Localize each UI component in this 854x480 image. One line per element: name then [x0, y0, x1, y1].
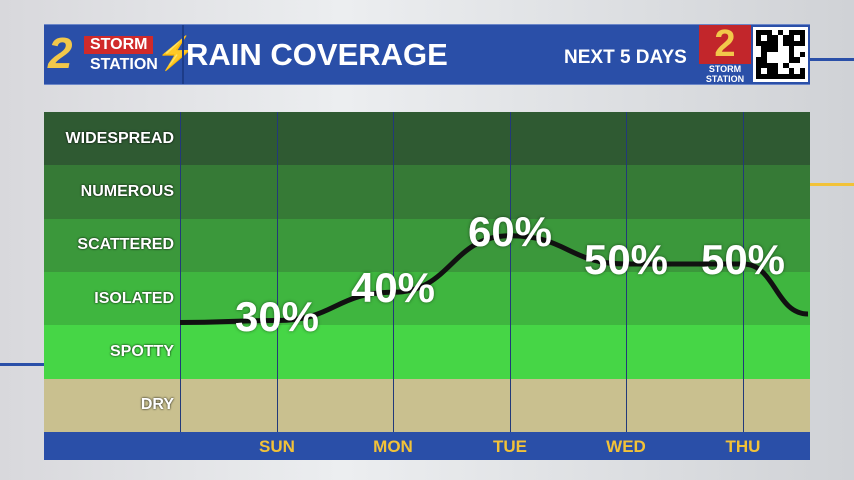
y-label: ISOLATED: [94, 289, 174, 307]
row-numerous: NUMEROUS: [44, 165, 810, 219]
x-tick-label: SUN: [259, 437, 295, 456]
y-label: DRY: [140, 396, 174, 414]
badge-text: STORM STATION: [699, 64, 751, 84]
chart-area: WIDESPREAD NUMEROUS SCATTERED ISOLATED SPOTT…: [44, 112, 810, 460]
logo-number: 2: [48, 29, 73, 78]
row-spotty: SPOTTY: [44, 325, 810, 379]
header-bar: 2 STORM STATION ⚡ RAIN COVERAGE NEXT 5 D…: [44, 24, 810, 85]
y-label: WIDESPREAD: [65, 129, 174, 147]
grid-line: [277, 112, 278, 460]
data-label: 30%: [234, 292, 320, 340]
y-label: SCATTERED: [77, 236, 174, 254]
x-tick-label: MON: [373, 437, 413, 456]
coverage-line: [179, 233, 809, 326]
station-badge: 2 STORM STATION: [699, 25, 751, 84]
chart-svg: [179, 233, 809, 326]
data-label: 60%: [467, 207, 553, 255]
subtitle: NEXT 5 DAYS: [564, 47, 687, 68]
lightning-icon: ⚡: [156, 35, 196, 71]
grid-line: [626, 112, 627, 460]
logo-line2: STATION: [90, 56, 158, 73]
row-dry: DRY: [44, 378, 810, 432]
accent-line-blue: [810, 58, 854, 61]
data-label: 40%: [350, 264, 436, 312]
x-tick-label: THU: [725, 437, 761, 456]
accent-line-blue-left: [0, 363, 44, 366]
storm-station-logo: 2 STORM STATION ⚡: [44, 25, 196, 84]
data-label: 50%: [583, 236, 669, 283]
grid-line: [393, 112, 394, 460]
grid-line: [180, 112, 181, 460]
x-tick-label: WED: [606, 437, 646, 456]
y-label: SPOTTY: [109, 342, 174, 360]
logo-line1: STORM: [84, 36, 154, 54]
row-isolated: ISOLATED: [44, 272, 810, 326]
row-widespread: WIDESPREAD: [44, 112, 810, 166]
grid-line: [510, 112, 511, 460]
day-axis: SUN MON TUE WED THU: [44, 432, 810, 460]
badge-number: 2: [714, 23, 736, 65]
accent-line-yellow: [810, 183, 854, 186]
divider: [182, 25, 184, 84]
page-title: RAIN COVERAGE: [186, 37, 448, 72]
y-label: NUMEROUS: [80, 182, 174, 200]
qr-code: [753, 27, 808, 82]
data-label: 50%: [700, 236, 786, 283]
x-tick-label: TUE: [493, 437, 527, 456]
grid-line: [743, 112, 744, 460]
